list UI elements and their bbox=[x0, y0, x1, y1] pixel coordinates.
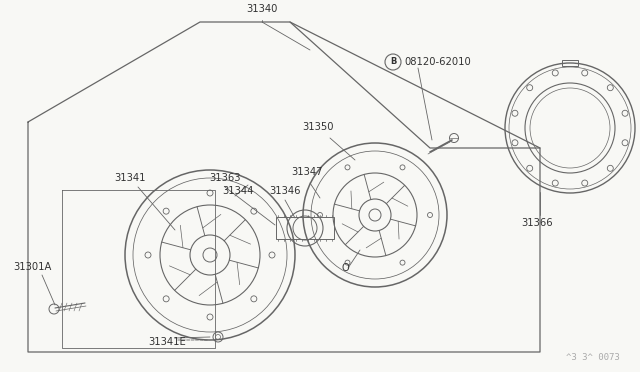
Text: ^3 3^ 0073: ^3 3^ 0073 bbox=[566, 353, 620, 362]
Text: 31366: 31366 bbox=[521, 218, 553, 228]
Text: 31340: 31340 bbox=[246, 4, 278, 14]
Text: 31350: 31350 bbox=[302, 122, 333, 132]
Text: 31363: 31363 bbox=[209, 173, 241, 183]
Text: 31341: 31341 bbox=[115, 173, 146, 183]
Text: 08120-62010: 08120-62010 bbox=[404, 57, 471, 67]
Text: 31344: 31344 bbox=[222, 186, 253, 196]
Text: 31301A: 31301A bbox=[13, 262, 51, 272]
Text: 31347: 31347 bbox=[291, 167, 323, 177]
Text: 31346: 31346 bbox=[269, 186, 301, 196]
Text: O: O bbox=[341, 263, 349, 273]
Bar bbox=[562, 60, 578, 66]
Bar bbox=[276, 217, 334, 239]
Text: B: B bbox=[390, 58, 396, 67]
Text: 31341E: 31341E bbox=[148, 337, 186, 347]
